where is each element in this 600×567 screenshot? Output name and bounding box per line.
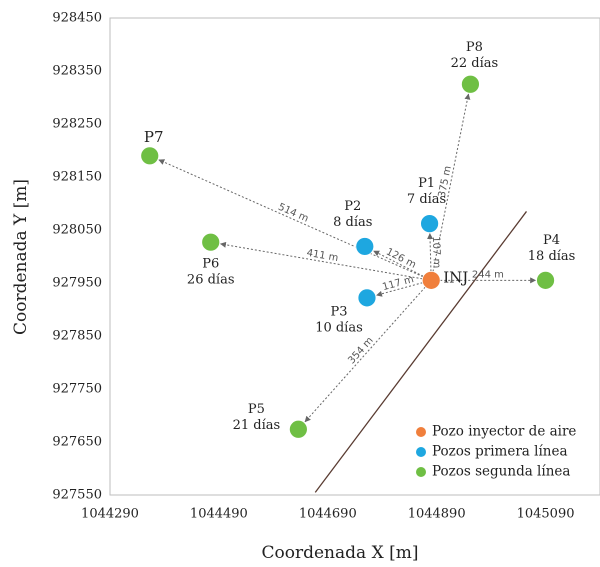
legend-label-second-line: Pozos segunda línea (432, 464, 570, 480)
well-time-p4: 18 días (528, 249, 576, 264)
y-tick-label: 928250 (52, 117, 102, 132)
well-time-p1: 7 días (407, 192, 446, 207)
well-marker-p4 (536, 270, 555, 290)
distance-arrow-p7 (158, 159, 424, 278)
well-marker-p6 (201, 232, 221, 252)
y-axis-title: Coordenada Y [m] (11, 179, 31, 335)
distance-label-p4: 244 m (472, 269, 504, 280)
y-tick-label: 928050 (52, 223, 102, 238)
x-tick-label: 1044490 (190, 507, 248, 522)
well-time-p3: 10 días (315, 320, 363, 335)
well-name-p5: P5 (248, 402, 265, 417)
y-tick-label: 928450 (52, 11, 102, 26)
well-marker-p1 (420, 214, 439, 234)
well-name-p8: P8 (466, 40, 483, 55)
well-time-p8: 22 días (451, 56, 499, 71)
well-marker-p7 (140, 146, 160, 166)
legend: Pozo inyector de aire Pozos primera línea… (416, 424, 576, 480)
legend-label-first-line: Pozos primera línea (432, 444, 568, 460)
fault-layer (314, 211, 528, 493)
legend-label-injector: Pozo inyector de aire (432, 424, 576, 440)
well-name-p3: P3 (330, 304, 347, 319)
well-name-p7: P7 (144, 128, 164, 146)
y-tick-label: 927950 (52, 276, 102, 291)
x-tick-label: 1045090 (517, 507, 575, 522)
well-marker-p3 (357, 288, 377, 308)
x-tick-label: 1044890 (408, 507, 466, 522)
well-name-p4: P4 (543, 233, 560, 248)
legend-marker-second-line (416, 467, 426, 477)
well-name-p6: P6 (202, 257, 219, 272)
y-tick-label: 927750 (52, 382, 102, 397)
distance-label-p6: 411 m (306, 248, 339, 264)
fault-line (314, 211, 528, 493)
x-tick-label: 1044690 (299, 507, 357, 522)
well-name-p1: P1 (418, 176, 435, 191)
well-marker-inj (421, 270, 441, 290)
x-axis-title: Coordenada X [m] (262, 543, 419, 563)
distance-arrow-p2 (373, 250, 424, 277)
well-time-p6: 26 días (187, 273, 235, 288)
y-tick-label: 927650 (52, 435, 102, 450)
well-marker-p5 (288, 419, 308, 439)
point-layer (140, 74, 555, 439)
y-tick-label: 927550 (52, 488, 102, 503)
well-time-p5: 21 días (233, 418, 281, 433)
y-tick-label: 928150 (52, 170, 102, 185)
well-name-inj: INJ (443, 268, 468, 286)
x-tick-label: 1044290 (81, 507, 139, 522)
legend-marker-first-line (416, 447, 426, 457)
plot-area (109, 17, 600, 496)
well-time-p2: 8 días (333, 215, 372, 230)
y-tick-label: 927850 (52, 329, 102, 344)
legend-marker-injector (416, 427, 426, 437)
tick-layer: 1044290 1044490 1044690 1044890 1045090 92755… (52, 11, 574, 522)
y-tick-label: 928350 (52, 64, 102, 79)
well-name-p2: P2 (344, 199, 361, 214)
well-marker-p2 (355, 237, 375, 256)
distance-label-p1: 107 m (430, 236, 442, 268)
well-marker-p8 (461, 74, 480, 94)
